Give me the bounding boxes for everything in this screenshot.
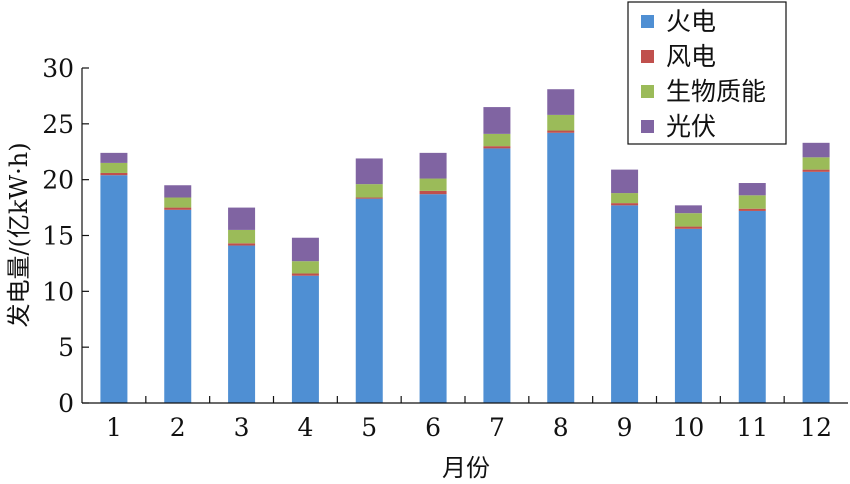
bar-segment-4-month-9 <box>611 169 639 194</box>
y-tick-label: 25 <box>42 110 74 139</box>
x-ticks: 1 2 3 4 5 6 7 8 9 10 11 12 <box>106 396 832 442</box>
bar-segment-4-month-11 <box>738 183 766 196</box>
bar-segment-2-month-11 <box>738 208 766 211</box>
legend-label: 生物质能 <box>666 77 766 106</box>
bar-segment-1-month-10 <box>674 228 702 403</box>
bar-segment-4-month-7 <box>483 107 511 134</box>
bar-segment-4-month-8 <box>547 89 575 115</box>
y-tick-label: 20 <box>42 166 74 195</box>
bar-segment-3-month-7 <box>483 133 511 147</box>
bar-segment-2-month-5 <box>355 197 383 199</box>
legend-box <box>627 1 787 145</box>
bar-segment-1-month-11 <box>738 210 766 403</box>
bar-segment-2-month-3 <box>228 243 256 246</box>
bar-segment-3-month-9 <box>611 193 639 204</box>
y-ticks: 0 5 10 15 20 25 30 <box>42 54 89 418</box>
bar-segment-1-month-5 <box>355 198 383 403</box>
x-tick-label: 11 <box>736 413 768 442</box>
bar-segment-4-month-1 <box>100 152 128 163</box>
x-axis-label: 月份 <box>442 454 490 482</box>
bars-layer <box>100 89 830 403</box>
legend-label: 光伏 <box>666 112 716 141</box>
bar-segment-4-month-4 <box>291 237 319 262</box>
bar-segment-4-month-5 <box>355 158 383 185</box>
x-tick-label: 8 <box>553 413 569 442</box>
bar-segment-3-month-3 <box>228 229 256 244</box>
bar-segment-1-month-1 <box>100 175 128 403</box>
bar-segment-1-month-12 <box>802 171 830 403</box>
legend-swatch <box>641 50 654 63</box>
bar-segment-3-month-4 <box>291 261 319 274</box>
x-tick-label: 1 <box>106 413 122 442</box>
bar-segment-4-month-2 <box>164 185 192 198</box>
legend-label: 火电 <box>666 7 716 36</box>
bar-segment-3-month-2 <box>164 197 192 208</box>
bar-segment-2-month-4 <box>291 273 319 276</box>
y-tick-label: 15 <box>42 222 74 251</box>
x-tick-label: 6 <box>425 413 441 442</box>
bar-segment-3-month-1 <box>100 162 128 173</box>
bar-segment-3-month-6 <box>419 178 447 191</box>
bar-segment-4-month-3 <box>228 207 256 230</box>
x-tick-label: 7 <box>489 413 505 442</box>
bar-segment-4-month-12 <box>802 142 830 158</box>
bar-segment-2-month-8 <box>547 130 575 133</box>
bar-segment-2-month-1 <box>100 172 128 176</box>
bar-segment-2-month-7 <box>483 146 511 149</box>
bar-segment-2-month-10 <box>674 226 702 229</box>
x-tick-label: 10 <box>673 413 705 442</box>
legend-swatch <box>641 120 654 133</box>
bar-segment-3-month-10 <box>674 213 702 227</box>
y-axis-label: 发电量/(亿kW·h) <box>5 142 33 327</box>
y-tick-label: 10 <box>42 277 74 306</box>
x-tick-label: 2 <box>170 413 186 442</box>
legend-swatch <box>641 15 654 28</box>
y-tick-label: 30 <box>42 54 74 83</box>
legend-label: 风电 <box>666 42 716 71</box>
bar-segment-3-month-12 <box>802 157 830 170</box>
bar-segment-2-month-12 <box>802 169 830 172</box>
bar-segment-3-month-5 <box>355 184 383 198</box>
bar-segment-4-month-6 <box>419 152 447 179</box>
bar-segment-1-month-2 <box>164 209 192 403</box>
bar-segment-1-month-3 <box>228 245 256 403</box>
bar-segment-1-month-8 <box>547 132 575 403</box>
x-tick-label: 4 <box>297 413 313 442</box>
bar-segment-2-month-9 <box>611 203 639 206</box>
bar-segment-1-month-9 <box>611 205 639 403</box>
y-tick-label: 0 <box>58 389 74 418</box>
x-tick-label: 3 <box>234 413 250 442</box>
bar-segment-1-month-6 <box>419 194 447 403</box>
x-tick-label: 12 <box>800 413 832 442</box>
bar-segment-3-month-11 <box>738 195 766 209</box>
bar-segment-1-month-7 <box>483 148 511 403</box>
legend-swatch <box>641 85 654 98</box>
bar-segment-1-month-4 <box>291 275 319 403</box>
bar-segment-4-month-10 <box>674 205 702 214</box>
bar-segment-3-month-8 <box>547 114 575 131</box>
x-tick-label: 9 <box>617 413 633 442</box>
x-tick-label: 5 <box>361 413 377 442</box>
bar-segment-2-month-6 <box>419 190 447 195</box>
y-tick-label: 5 <box>58 333 74 362</box>
bar-segment-2-month-2 <box>164 207 192 210</box>
